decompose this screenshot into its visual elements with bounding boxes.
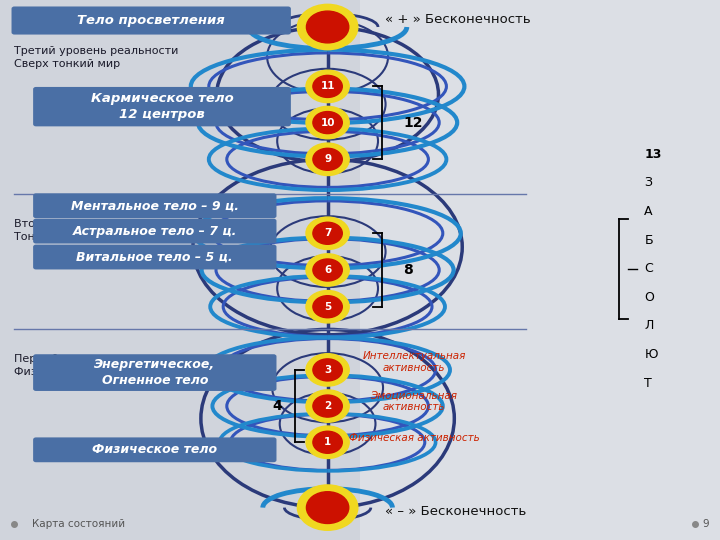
Circle shape [306, 390, 349, 422]
Circle shape [306, 143, 349, 176]
Text: 9: 9 [324, 154, 331, 164]
Circle shape [313, 112, 342, 133]
Circle shape [297, 4, 358, 50]
Text: Физическое тело: Физическое тело [92, 443, 217, 456]
Circle shape [297, 485, 358, 530]
Bar [360, 0, 720, 540]
Circle shape [306, 426, 349, 458]
Circle shape [307, 11, 348, 43]
Text: Третий уровень реальности
Сверх тонкий мир: Третий уровень реальности Сверх тонкий м… [14, 46, 179, 69]
Text: 6: 6 [324, 265, 331, 275]
Text: Т: Т [644, 376, 652, 390]
Text: 3: 3 [324, 365, 331, 375]
Circle shape [306, 106, 349, 139]
Text: « – » Бесконечность: « – » Бесконечность [385, 505, 526, 518]
Circle shape [306, 291, 349, 323]
FancyBboxPatch shape [33, 219, 276, 244]
Circle shape [307, 492, 348, 523]
Text: Второй уровень реальности
Тонкий мир: Второй уровень реальности Тонкий мир [14, 219, 179, 242]
Text: С: С [644, 262, 653, 275]
Text: Ю: Ю [644, 348, 658, 361]
FancyBboxPatch shape [33, 193, 276, 218]
Text: « + » Бесконечность: « + » Бесконечность [385, 14, 531, 26]
Text: Астральное тело – 7 ц.: Астральное тело – 7 ц. [73, 225, 237, 238]
FancyBboxPatch shape [33, 245, 276, 269]
FancyBboxPatch shape [33, 87, 291, 126]
Circle shape [313, 359, 342, 381]
Text: 4: 4 [272, 399, 282, 413]
Text: Интеллектуальная
активность: Интеллектуальная активность [362, 350, 466, 373]
Circle shape [306, 70, 349, 103]
Text: 2: 2 [324, 401, 331, 411]
FancyBboxPatch shape [33, 437, 276, 462]
Circle shape [313, 259, 342, 281]
Text: 1: 1 [324, 437, 331, 447]
Circle shape [313, 222, 342, 244]
Text: Кармическое тело
12 центров: Кармическое тело 12 центров [91, 92, 233, 121]
Text: 12: 12 [403, 116, 423, 130]
Text: Эмоциональная
активность: Эмоциональная активность [371, 390, 457, 413]
Text: 5: 5 [324, 302, 331, 312]
Text: Карта состояний: Карта состояний [32, 519, 125, 529]
Text: Витальное тело – 5 ц.: Витальное тело – 5 ц. [76, 251, 233, 264]
Text: 9: 9 [702, 519, 708, 529]
Text: Физическая активность: Физическая активность [348, 434, 480, 443]
Circle shape [313, 148, 342, 170]
Circle shape [306, 354, 349, 386]
Text: 13: 13 [644, 147, 662, 161]
FancyBboxPatch shape [12, 6, 291, 35]
Text: Л: Л [644, 319, 654, 333]
Text: 10: 10 [320, 118, 335, 127]
Text: Б: Б [644, 233, 653, 247]
Circle shape [313, 431, 342, 453]
Circle shape [313, 395, 342, 417]
Circle shape [313, 296, 342, 318]
Text: Ментальное тело – 9 ц.: Ментальное тело – 9 ц. [71, 199, 239, 212]
Text: 11: 11 [320, 82, 335, 91]
Circle shape [306, 254, 349, 286]
Text: З: З [644, 176, 652, 190]
Text: Первый уровень реальности
Физический – материальный мир: Первый уровень реальности Физический – м… [14, 354, 211, 377]
Text: 7: 7 [324, 228, 331, 238]
Text: О: О [644, 291, 654, 304]
FancyBboxPatch shape [33, 354, 276, 391]
Text: 8: 8 [403, 263, 413, 277]
Circle shape [306, 217, 349, 249]
Text: А: А [644, 205, 653, 218]
Text: Тело просветления: Тело просветления [77, 14, 225, 27]
Text: Энергетическое,
Огненное тело: Энергетическое, Огненное тело [94, 358, 215, 387]
Circle shape [313, 76, 342, 97]
